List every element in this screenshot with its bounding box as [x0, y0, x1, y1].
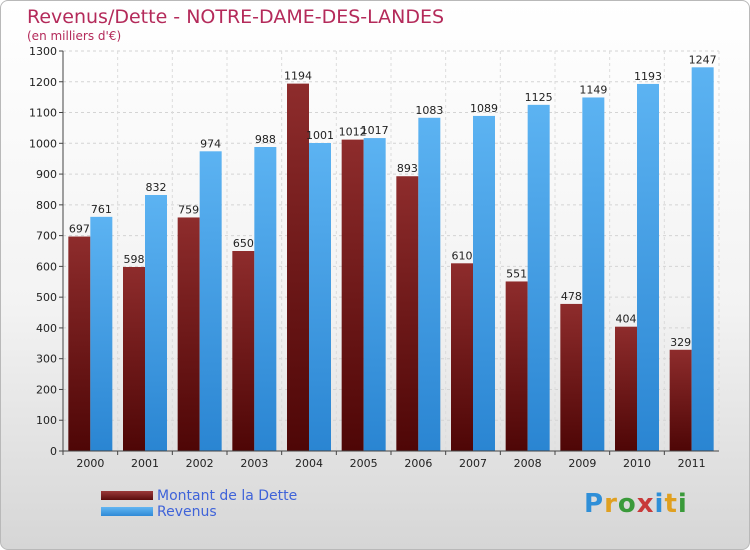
bar-debt	[669, 349, 692, 451]
bar-revenue	[254, 147, 277, 451]
bar-debt	[396, 176, 419, 451]
x-tick-label: 2002	[186, 457, 214, 470]
x-tick-label: 2009	[568, 457, 596, 470]
data-label-revenue: 1017	[361, 124, 389, 137]
bar-debt	[123, 267, 145, 451]
bar-revenue	[637, 83, 659, 451]
x-tick-label: 2000	[76, 457, 104, 470]
x-tick-label: 2003	[240, 457, 268, 470]
data-label-debt: 759	[178, 203, 199, 216]
data-label-revenue: 1247	[689, 53, 717, 66]
bar-debt	[505, 281, 528, 451]
bar-revenue	[309, 143, 331, 451]
data-label-debt: 697	[69, 223, 90, 236]
bar-debt	[615, 326, 637, 451]
y-tick-label: 1300	[29, 45, 57, 58]
x-tick-label: 2007	[459, 457, 487, 470]
bar-debt	[68, 236, 91, 451]
y-tick-label: 0	[50, 445, 57, 458]
y-tick-label: 300	[36, 353, 57, 366]
data-label-debt: 1012	[339, 126, 367, 139]
y-tick-label: 200	[36, 383, 57, 396]
bars	[68, 67, 714, 452]
data-label-revenue: 761	[91, 203, 112, 216]
logo-letter: o	[617, 489, 637, 519]
bar-revenue	[582, 97, 605, 451]
axes: 0 100 200 300 400 500 600 700 800 900 1000 1100 1200…	[29, 45, 719, 470]
proxiti-logo: Proxiti	[584, 489, 688, 519]
y-tick-label: 1100	[29, 107, 57, 120]
bar-revenue	[90, 216, 113, 451]
grid-lines	[62, 50, 720, 452]
data-label-revenue: 832	[146, 181, 167, 194]
data-label-revenue: 1149	[579, 83, 607, 96]
legend-swatch-revenue	[101, 507, 153, 516]
y-tick-label: 600	[36, 260, 57, 273]
data-label-revenue: 974	[200, 137, 221, 150]
data-label-revenue: 1089	[470, 102, 498, 115]
bar-debt	[341, 139, 364, 451]
x-tick-label: 2004	[295, 457, 323, 470]
x-tick-label: 2011	[678, 457, 706, 470]
data-label-debt: 404	[616, 313, 637, 326]
bar-debt	[232, 251, 255, 451]
legend-label-debt: Montant de la Dette	[157, 488, 298, 504]
bar-debt	[560, 303, 583, 451]
legend-label-revenue: Revenus	[157, 504, 217, 520]
logo-letter: t	[664, 489, 678, 519]
x-tick-label: 2001	[131, 457, 159, 470]
data-label-debt: 551	[506, 267, 527, 280]
bar-revenue	[363, 138, 386, 452]
chart-title: Revenus/Dette - NOTRE-DAME-DES-LANDES	[27, 6, 445, 28]
data-label-revenue: 1001	[306, 129, 334, 142]
chart-subtitle: (en milliers d'€)	[27, 29, 122, 43]
y-tick-label: 1200	[29, 76, 57, 89]
bar-debt	[451, 263, 473, 451]
logo-letter: P	[584, 489, 605, 519]
data-label-revenue: 1193	[634, 70, 662, 83]
data-label-debt: 893	[397, 162, 418, 175]
legend: Montant de la Dette Revenus	[101, 488, 361, 520]
bar-revenue	[473, 115, 495, 451]
x-tick-label: 2006	[404, 457, 432, 470]
data-label-debt: 610	[452, 249, 473, 262]
bar-revenue	[527, 104, 550, 451]
data-label-debt: 478	[561, 290, 582, 303]
legend-item-revenue: Revenus	[101, 504, 361, 520]
bar-debt	[287, 83, 309, 451]
y-tick-label: 400	[36, 322, 57, 335]
data-label-revenue: 1125	[525, 91, 553, 104]
data-label-debt: 329	[670, 336, 691, 349]
x-tick-label: 2005	[350, 457, 378, 470]
data-label-revenue: 1083	[415, 104, 443, 117]
bar-revenue	[145, 195, 167, 451]
y-tick-label: 700	[36, 230, 57, 243]
logo-letter: r	[604, 489, 618, 519]
x-tick-label: 2008	[514, 457, 542, 470]
logo-letter: i	[677, 489, 688, 519]
logo-letter: i	[654, 489, 665, 519]
bar-revenue	[199, 151, 222, 452]
y-tick-label: 500	[36, 291, 57, 304]
legend-swatch-debt	[101, 491, 153, 500]
data-label-debt: 1194	[284, 70, 312, 83]
y-tick-label: 900	[36, 168, 57, 181]
y-tick-label: 800	[36, 199, 57, 212]
data-label-revenue: 988	[255, 133, 276, 146]
data-label-debt: 650	[233, 237, 254, 250]
y-tick-label: 100	[36, 414, 57, 427]
bar-debt	[177, 217, 200, 451]
data-label-debt: 598	[124, 253, 145, 266]
legend-item-debt: Montant de la Dette	[101, 488, 361, 504]
x-tick-label: 2010	[623, 457, 651, 470]
bar-revenue	[691, 67, 714, 452]
bar-revenue	[418, 117, 441, 452]
y-tick-label: 1000	[29, 137, 57, 150]
logo-letter: x	[636, 489, 655, 519]
